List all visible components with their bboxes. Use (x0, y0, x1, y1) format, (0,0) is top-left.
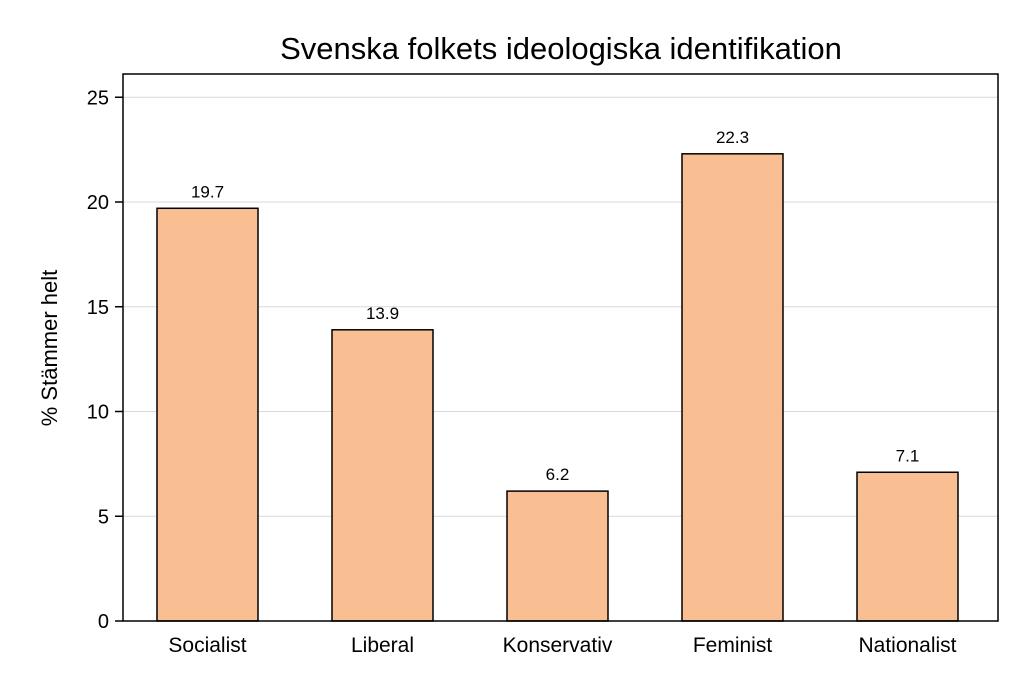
y-tick-label: 0 (98, 611, 109, 633)
x-category-label: Feminist (693, 634, 773, 657)
data-label: 19.7 (191, 182, 224, 201)
plot-frame (122, 73, 999, 622)
bars (156, 153, 959, 622)
data-labels: 19.7 13.9 6.2 22.3 7.1 (191, 128, 919, 484)
bar-nationalist (856, 471, 959, 622)
x-category-label: Konservativ (503, 634, 613, 657)
y-tick-label: 5 (98, 506, 109, 528)
bar-konservativ (506, 490, 609, 622)
data-label: 6.2 (546, 465, 570, 484)
bar-feminist (681, 153, 784, 622)
gridlines (123, 96, 998, 517)
data-label: 7.1 (896, 446, 920, 465)
y-tick-label: 10 (87, 402, 109, 424)
y-tick-label: 25 (87, 87, 109, 109)
bar-socialist (156, 207, 259, 622)
data-label: 22.3 (716, 128, 749, 147)
y-tick-label: 20 (87, 192, 109, 214)
y-tick-label: 15 (87, 297, 109, 319)
x-category-label: Socialist (168, 634, 246, 657)
y-axis-ticks: 0 5 10 15 20 25 (87, 87, 123, 633)
x-category-label: Nationalist (858, 634, 956, 657)
data-label: 13.9 (366, 304, 399, 323)
x-category-label: Liberal (351, 634, 414, 657)
chart-title: Svenska folkets ideologiska identifikati… (280, 31, 842, 66)
y-axis-label: % Stämmer helt (37, 270, 62, 427)
bar-liberal (331, 329, 434, 622)
x-axis-categories: Socialist Liberal Konservativ Feminist Natio… (168, 634, 956, 657)
